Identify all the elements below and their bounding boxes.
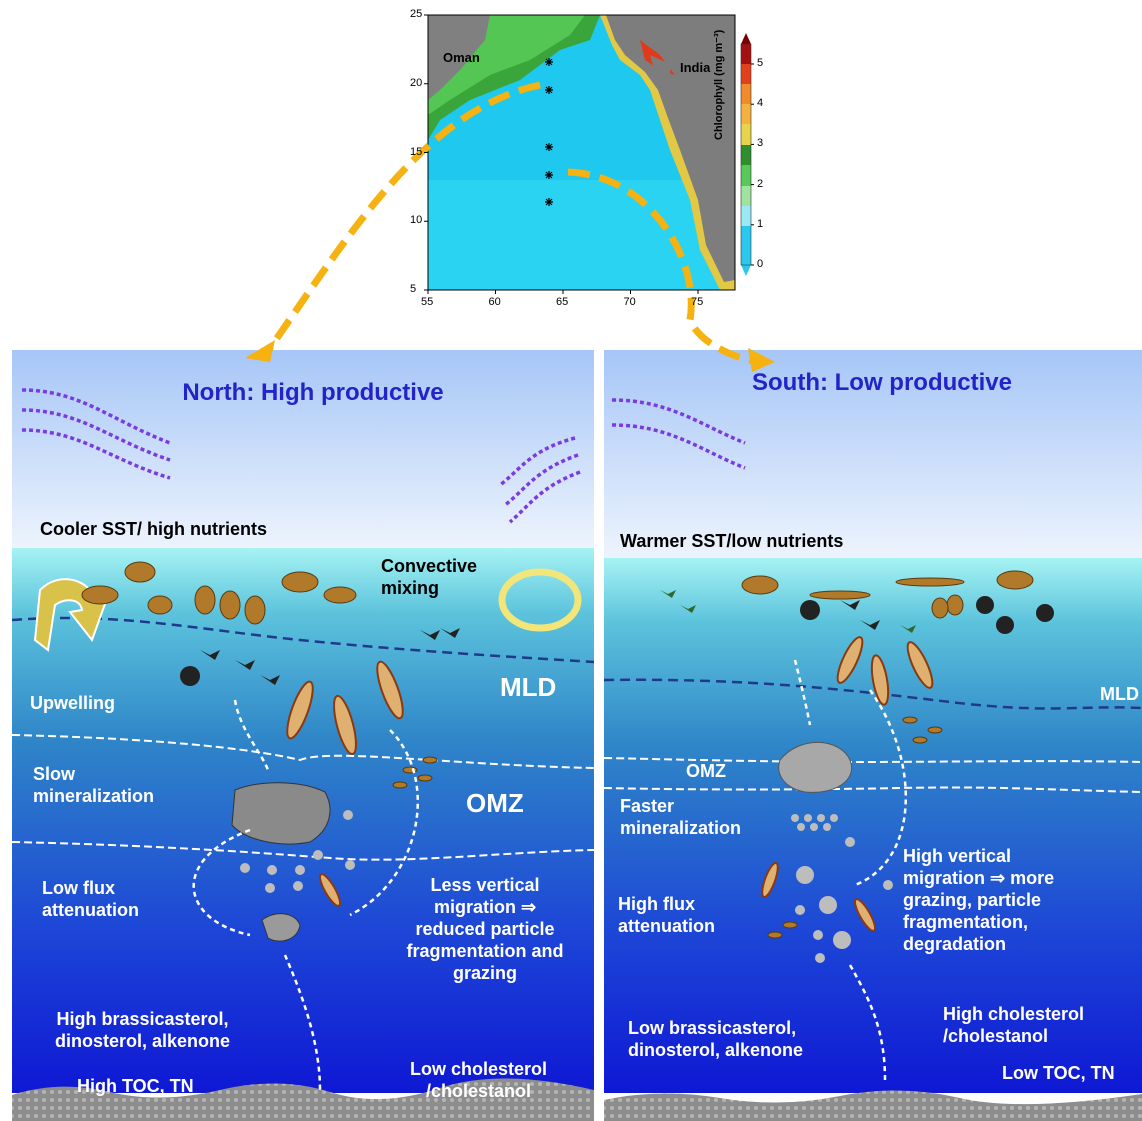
label: High brassicasterol, dinosterol, alkenon… bbox=[55, 1008, 230, 1052]
colorbar-tick-label: 2 bbox=[757, 178, 763, 190]
north-panel bbox=[12, 350, 594, 1121]
x-tick-label: 55 bbox=[421, 296, 433, 308]
label: OMZ bbox=[686, 760, 726, 782]
label: MLD bbox=[500, 676, 556, 698]
colorbar-tick-label: 4 bbox=[757, 97, 763, 109]
y-tick-label: 15 bbox=[410, 146, 422, 158]
label: High cholesterol /cholestanol bbox=[943, 1003, 1084, 1047]
y-tick-label: 25 bbox=[410, 8, 422, 20]
map-label: India bbox=[680, 57, 710, 79]
label: Convective mixing bbox=[381, 555, 477, 599]
label: Warmer SST/low nutrients bbox=[620, 530, 843, 552]
label: High flux attenuation bbox=[618, 893, 715, 937]
label: Low TOC, TN bbox=[1002, 1062, 1115, 1084]
label: OMZ bbox=[466, 792, 524, 814]
colorbar bbox=[741, 33, 751, 276]
label: Faster mineralization bbox=[620, 795, 741, 839]
colorbar-label: Chlorophyll (mg m⁻³) bbox=[712, 0, 725, 140]
y-tick-label: 5 bbox=[410, 283, 416, 295]
colorbar-tick-label: 1 bbox=[757, 218, 763, 230]
x-tick-label: 65 bbox=[556, 296, 568, 308]
y-tick-label: 20 bbox=[410, 77, 422, 89]
x-tick-label: 75 bbox=[691, 296, 703, 308]
label: High TOC, TN bbox=[77, 1075, 194, 1097]
label: Upwelling bbox=[30, 692, 115, 714]
colorbar-tick-label: 3 bbox=[757, 137, 763, 149]
label: Less vertical migration ⇒ reduced partic… bbox=[385, 874, 585, 984]
label: Slow mineralization bbox=[33, 763, 154, 807]
panel-title: South: Low productive bbox=[682, 372, 1082, 394]
colorbar-tick-label: 0 bbox=[757, 258, 763, 270]
label: Low flux attenuation bbox=[42, 877, 139, 921]
x-tick-label: 70 bbox=[624, 296, 636, 308]
label: Low brassicasterol, dinosterol, alkenone bbox=[628, 1017, 803, 1061]
y-tick-label: 10 bbox=[410, 214, 422, 226]
x-tick-label: 60 bbox=[489, 296, 501, 308]
label: Low cholesterol /cholestanol bbox=[410, 1058, 547, 1102]
diagram: Oman India Chlorophyll (mg m⁻³) North: H… bbox=[0, 0, 1142, 1121]
colorbar-tick-label: 5 bbox=[757, 57, 763, 69]
panel-title: North: High productive bbox=[113, 382, 513, 404]
label: High vertical migration ⇒ more grazing, … bbox=[903, 845, 1054, 955]
map-label: Oman bbox=[443, 47, 480, 69]
label: Cooler SST/ high nutrients bbox=[40, 518, 267, 540]
label: MLD bbox=[1100, 683, 1139, 705]
